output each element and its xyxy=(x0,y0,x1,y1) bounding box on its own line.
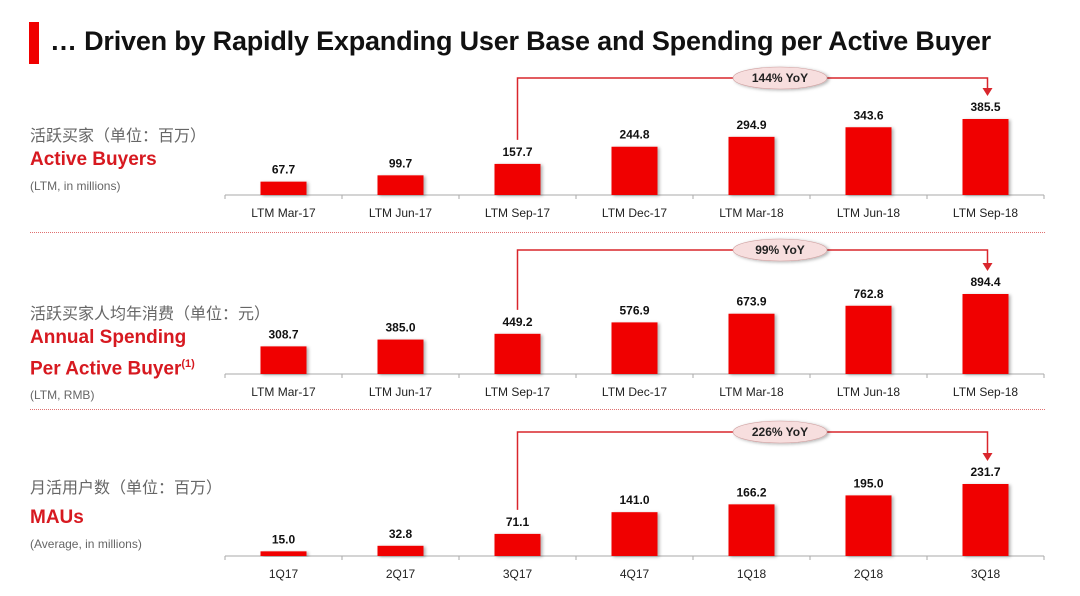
category-label: 1Q18 xyxy=(737,567,767,581)
bar xyxy=(494,163,541,195)
data-label: 385.5 xyxy=(970,100,1000,114)
category-label: LTM Jun-17 xyxy=(369,385,432,399)
bar xyxy=(962,294,1009,374)
panel-note: (LTM, RMB) xyxy=(30,388,95,403)
data-label: 294.9 xyxy=(736,118,766,132)
bar xyxy=(377,175,424,195)
yoy-badge xyxy=(732,420,828,444)
category-label: LTM Mar-18 xyxy=(719,385,784,399)
category-label: 3Q17 xyxy=(503,567,533,581)
bar xyxy=(494,533,541,556)
bar xyxy=(260,551,307,556)
data-label: 141.0 xyxy=(619,493,649,507)
yoy-badge-text: 226% YoY xyxy=(752,425,808,439)
footnote-marker: (1) xyxy=(181,358,195,370)
bar xyxy=(845,305,892,374)
panel-cn-label: 活跃买家（单位：百万） xyxy=(30,126,207,145)
category-label: LTM Sep-17 xyxy=(485,385,550,399)
bar xyxy=(728,313,775,374)
title-accent-bar xyxy=(29,22,39,64)
section-divider xyxy=(30,409,1045,410)
page-title: … Driven by Rapidly Expanding User Base … xyxy=(50,26,991,56)
panel-en-label-line2: Per Active Buyer(1) xyxy=(30,351,270,382)
bar xyxy=(962,119,1009,195)
panel-note: (Average, in millions) xyxy=(30,537,142,551)
bar xyxy=(260,181,307,195)
data-label: 99.7 xyxy=(389,156,413,170)
yoy-badge xyxy=(732,238,828,262)
data-label: 15.0 xyxy=(272,532,296,546)
category-label: LTM Jun-17 xyxy=(369,206,432,220)
category-label: LTM Dec-17 xyxy=(602,385,667,399)
bar xyxy=(962,484,1009,556)
panel-label-annual-spending: 活跃买家人均年消费（单位：元） Annual Spending Per Acti… xyxy=(30,300,270,402)
bar xyxy=(728,504,775,556)
category-label: LTM Mar-18 xyxy=(719,206,784,220)
data-label: 449.2 xyxy=(502,315,532,329)
data-label: 195.0 xyxy=(853,476,883,490)
bar xyxy=(611,512,658,556)
bar xyxy=(845,495,892,556)
category-label: LTM Sep-17 xyxy=(485,206,550,220)
bar xyxy=(377,545,424,556)
category-label: LTM Jun-18 xyxy=(837,206,900,220)
panel-note: (LTM, in millions) xyxy=(30,179,121,193)
category-label: LTM Jun-18 xyxy=(837,385,900,399)
data-label: 231.7 xyxy=(970,465,1000,479)
category-label: 3Q18 xyxy=(971,567,1001,581)
bar xyxy=(377,339,424,374)
panel-en-label: MAUs xyxy=(30,507,84,528)
data-label: 157.7 xyxy=(502,145,532,159)
data-label: 32.8 xyxy=(389,527,413,541)
data-label: 576.9 xyxy=(619,303,649,317)
data-label: 385.0 xyxy=(385,321,415,335)
panel-label-maus: 月活用户数（单位：百万） MAUs (Average, in millions) xyxy=(30,474,222,551)
data-label: 67.7 xyxy=(272,163,296,177)
yoy-badge-text: 144% YoY xyxy=(752,71,808,85)
bar xyxy=(611,146,658,195)
data-label: 166.2 xyxy=(736,485,766,499)
category-label: LTM Mar-17 xyxy=(251,206,316,220)
panel-cn-label: 月活用户数（单位：百万） xyxy=(30,478,223,497)
data-label: 244.8 xyxy=(619,128,649,142)
bar xyxy=(728,136,775,195)
data-label: 71.1 xyxy=(506,515,530,529)
bar xyxy=(611,322,658,374)
data-label: 343.6 xyxy=(853,108,883,122)
category-label: 2Q17 xyxy=(386,567,416,581)
bar xyxy=(260,346,307,374)
panel-cn-label: 活跃买家人均年消费（单位：元） xyxy=(30,304,271,323)
yoy-arrow-icon xyxy=(982,263,993,271)
yoy-arrow-icon xyxy=(982,453,993,461)
bar xyxy=(845,127,892,195)
category-label: 4Q17 xyxy=(620,567,650,581)
data-label: 673.9 xyxy=(736,295,766,309)
panel-label-active-buyers: 活跃买家（单位：百万） Active Buyers (LTM, in milli… xyxy=(30,122,206,193)
yoy-badge xyxy=(732,66,828,90)
data-label: 762.8 xyxy=(853,287,883,301)
category-label: 1Q17 xyxy=(269,567,299,581)
panel-en-label-2: Per Active Buyer xyxy=(30,358,182,380)
panel-en-label: Annual Spending xyxy=(30,327,187,348)
data-label: 894.4 xyxy=(970,275,1000,289)
bar xyxy=(494,333,541,374)
section-divider xyxy=(30,232,1045,233)
yoy-badge-text: 99% YoY xyxy=(755,243,805,257)
category-label: 2Q18 xyxy=(854,567,884,581)
data-label: 308.7 xyxy=(268,327,298,341)
yoy-arrow-icon xyxy=(982,88,993,96)
panel-en-label: Active Buyers xyxy=(30,149,157,170)
category-label: LTM Sep-18 xyxy=(953,385,1018,399)
category-label: LTM Mar-17 xyxy=(251,385,316,399)
category-label: LTM Dec-17 xyxy=(602,206,667,220)
category-label: LTM Sep-18 xyxy=(953,206,1018,220)
